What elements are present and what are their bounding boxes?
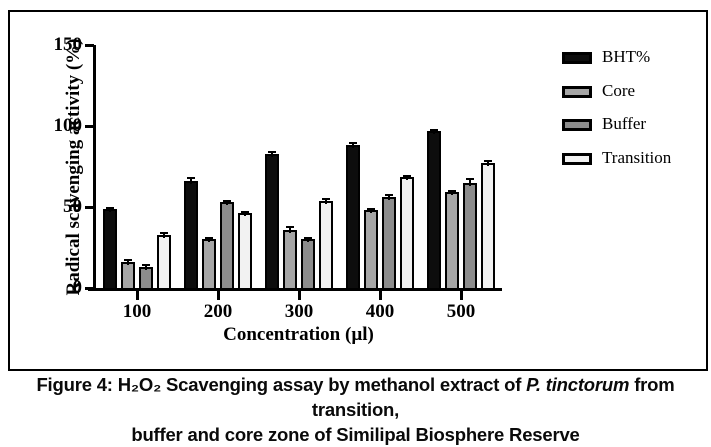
y-axis-tick bbox=[85, 206, 94, 209]
bar-buffer bbox=[220, 202, 234, 291]
bar-transition bbox=[157, 234, 171, 291]
y-axis-tick-label: 0 bbox=[72, 277, 83, 298]
x-axis-tick bbox=[136, 291, 139, 300]
x-axis-title: Concentration (µl) bbox=[223, 324, 374, 345]
error-bar-stem bbox=[289, 227, 291, 233]
error-bar-stem bbox=[325, 198, 327, 204]
error-bar-cap bbox=[241, 210, 249, 213]
bar-buffer bbox=[301, 239, 315, 291]
error-bar-cap bbox=[349, 141, 357, 144]
error-bar-stem bbox=[145, 264, 147, 270]
bar-buffer bbox=[463, 182, 477, 291]
x-axis-line bbox=[88, 288, 502, 291]
x-axis-tick-label: 300 bbox=[284, 301, 314, 322]
bar-transition bbox=[481, 163, 495, 291]
bar-bht bbox=[427, 130, 441, 291]
legend-swatch-transition bbox=[562, 152, 592, 165]
error-bar-cap bbox=[466, 178, 474, 181]
error-bar-cap bbox=[205, 237, 213, 240]
figure-caption: Figure 4: H₂O₂ Scavenging assay by metha… bbox=[0, 372, 711, 447]
error-bar-stem bbox=[226, 200, 228, 206]
x-axis-tick-label: 400 bbox=[365, 301, 395, 322]
error-bar-cap bbox=[385, 193, 393, 196]
error-bar-cap bbox=[430, 129, 438, 132]
caption-line1-suffix: from transition, bbox=[311, 374, 675, 420]
error-bar-stem bbox=[406, 175, 408, 180]
error-bar-stem bbox=[208, 238, 210, 243]
x-axis-tick bbox=[379, 291, 382, 300]
legend-label-buffer: Buffer bbox=[602, 114, 647, 133]
error-bar-cap bbox=[142, 263, 150, 266]
x-axis-tick bbox=[298, 291, 301, 300]
error-bar-cap bbox=[160, 231, 168, 234]
error-bar-cap bbox=[448, 189, 456, 192]
y-axis-line bbox=[93, 45, 96, 291]
y-axis-title: Radical scavenging activity (%) bbox=[63, 38, 84, 296]
error-bar-cap bbox=[403, 174, 411, 177]
error-bar-stem bbox=[127, 260, 129, 266]
y-axis-tick-label: 150 bbox=[53, 34, 83, 55]
bar-bht bbox=[103, 209, 117, 291]
error-bar-cap bbox=[484, 159, 492, 162]
bar-core bbox=[364, 210, 378, 291]
error-bar-stem bbox=[433, 130, 435, 134]
bar-transition bbox=[238, 213, 252, 291]
error-bar-stem bbox=[370, 208, 372, 214]
bar-bht bbox=[346, 144, 360, 291]
x-axis-tick-label: 500 bbox=[446, 301, 476, 322]
legend-label-transition: Transition bbox=[602, 147, 672, 167]
bar-bht bbox=[184, 181, 198, 291]
y-axis-tick-label: 100 bbox=[53, 115, 83, 136]
error-bar-cap bbox=[322, 197, 330, 200]
error-bar-stem bbox=[244, 211, 246, 217]
caption-species-name: P. tinctorum bbox=[526, 374, 630, 395]
y-axis-tick bbox=[85, 44, 94, 47]
x-axis-tick-label: 200 bbox=[203, 301, 233, 322]
plot-area: BHT% Core Buffer Transition 0 50 100 150 100 200 3… bbox=[53, 34, 672, 322]
error-bar-stem bbox=[469, 179, 471, 186]
bar-core bbox=[283, 229, 297, 291]
legend-label-bht: BHT% bbox=[602, 47, 651, 66]
error-bar-stem bbox=[487, 160, 489, 167]
error-bar-stem bbox=[307, 238, 309, 243]
error-bar-cap bbox=[367, 207, 375, 210]
bar-core bbox=[121, 262, 135, 291]
caption-line2: buffer and core zone of Similipal Biosph… bbox=[131, 424, 580, 445]
error-bar-stem bbox=[271, 151, 273, 157]
error-bar-cap bbox=[187, 176, 195, 179]
error-bar-stem bbox=[163, 232, 165, 238]
legend-swatch-core bbox=[562, 85, 592, 98]
legend-swatch-bht bbox=[562, 52, 592, 64]
y-axis-tick-label: 50 bbox=[63, 196, 82, 217]
error-bar-cap bbox=[223, 199, 231, 202]
bar-core bbox=[202, 239, 216, 291]
error-bar-cap bbox=[124, 259, 132, 262]
error-bar-stem bbox=[451, 190, 453, 196]
legend-swatch-buffer bbox=[562, 119, 592, 131]
bar-transition bbox=[400, 177, 414, 291]
error-bar-stem bbox=[190, 177, 192, 185]
error-bar-stem bbox=[388, 194, 390, 201]
error-bar-stem bbox=[109, 207, 111, 213]
error-bar-stem bbox=[352, 142, 354, 148]
caption-line1-prefix: Figure 4: H₂O₂ Scavenging assay by metha… bbox=[36, 374, 527, 395]
y-axis-tick bbox=[85, 287, 94, 290]
bar-core bbox=[445, 192, 459, 291]
x-axis-tick bbox=[217, 291, 220, 300]
bar-bht bbox=[265, 153, 279, 291]
error-bar-cap bbox=[304, 237, 312, 240]
y-axis-tick bbox=[85, 125, 94, 128]
error-bar-cap bbox=[286, 226, 294, 229]
x-axis-tick-label: 100 bbox=[122, 301, 152, 322]
legend-label-core: Core bbox=[602, 80, 636, 100]
x-axis-tick bbox=[460, 291, 463, 300]
bar-buffer bbox=[382, 197, 396, 291]
bar-transition bbox=[319, 200, 333, 291]
error-bar-cap bbox=[106, 206, 114, 209]
error-bar-cap bbox=[268, 150, 276, 153]
